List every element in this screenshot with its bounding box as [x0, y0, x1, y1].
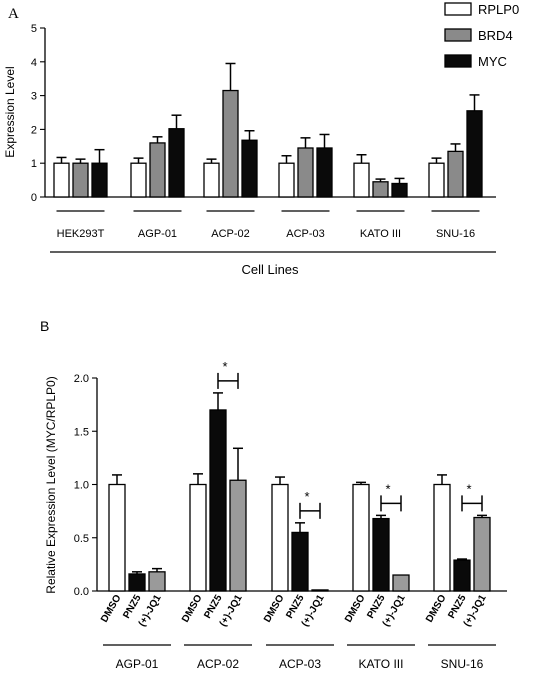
a-bar — [466, 110, 483, 198]
b-bar-label: DMSO — [99, 593, 124, 625]
b-group-label: KATO III — [359, 657, 404, 671]
b-bar — [453, 559, 471, 592]
a-bar — [91, 162, 108, 198]
b-bar — [352, 483, 370, 592]
a-category-label: AGP-01 — [138, 228, 177, 240]
a-legend-swatch — [444, 28, 472, 42]
a-y-tick-label: 1 — [31, 158, 37, 170]
b-significance-marker: * — [385, 481, 390, 496]
a-y-tick-label: 2 — [31, 124, 37, 136]
a-bar — [391, 182, 408, 198]
b-bar — [291, 531, 309, 592]
b-y-axis-title: Relative Expression Level (MYC/RPLP0) — [44, 376, 58, 593]
b-bar — [372, 517, 390, 592]
a-bar — [241, 139, 258, 198]
panel-a-chart: 0 1 2 3 4 5 Expression Level HEK293T AGP-01 ACP-0… — [3, 2, 519, 277]
b-group-label: ACP-02 — [197, 657, 239, 671]
a-category-label: HEK293T — [57, 228, 105, 240]
a-y-tick-label: 3 — [31, 91, 37, 103]
a-bar — [447, 150, 464, 198]
b-y-tick-label: 0.0 — [74, 586, 89, 598]
b-significance-marker: * — [466, 481, 471, 496]
b-bar-label: DMSO — [262, 593, 287, 625]
b-group-label: AGP-01 — [116, 657, 159, 671]
a-x-axis-title: Cell Lines — [241, 262, 299, 277]
b-bar — [189, 483, 207, 592]
b-bar — [271, 483, 289, 592]
a-bar — [428, 162, 445, 198]
a-legend-swatch — [444, 2, 472, 16]
b-y-tick-label: 1.5 — [74, 426, 89, 438]
b-bar — [128, 573, 146, 592]
a-bar — [149, 142, 166, 198]
a-bar — [353, 162, 370, 198]
a-y-axis-title: Expression Level — [3, 66, 17, 157]
a-bar — [278, 162, 295, 198]
a-legend-label: RPLP0 — [478, 2, 519, 17]
a-bar — [316, 147, 333, 198]
a-legend-label: MYC — [478, 54, 507, 69]
a-bar — [203, 162, 220, 198]
a-category-label: ACP-02 — [211, 228, 250, 240]
b-y-tick-label: 1.0 — [74, 480, 89, 492]
b-bar — [229, 479, 247, 592]
b-group-label: SNU-16 — [441, 657, 484, 671]
b-group-label: ACP-03 — [279, 657, 321, 671]
panel-b-chart: 0.0 0.5 1.0 1.5 2.0 Relative Expression Level… — [44, 359, 507, 671]
a-bar — [130, 162, 147, 198]
b-y-tick-label: 2.0 — [74, 373, 89, 385]
b-bar — [209, 409, 227, 592]
b-significance-marker: * — [222, 359, 227, 374]
a-bar — [297, 147, 314, 198]
a-y-tick-label: 4 — [31, 57, 37, 69]
b-bar — [473, 516, 491, 592]
b-bar-label: DMSO — [343, 593, 368, 625]
a-y-tick-label: 5 — [31, 23, 37, 35]
a-y-tick-label: 0 — [31, 192, 37, 204]
a-category-label: KATO III — [360, 228, 401, 240]
a-bar — [222, 89, 239, 198]
b-bar-label: DMSO — [424, 593, 449, 625]
a-bar — [53, 162, 70, 198]
panel-b-label: B — [40, 318, 49, 334]
b-bar — [311, 589, 329, 592]
a-bar — [72, 162, 89, 198]
b-bar-label: DMSO — [180, 593, 205, 625]
b-y-tick-label: 0.5 — [74, 533, 89, 545]
a-bar — [168, 128, 185, 198]
b-significance-marker: * — [304, 489, 309, 504]
a-category-label: ACP-03 — [286, 228, 325, 240]
a-legend-swatch — [444, 54, 472, 68]
a-bar — [372, 181, 389, 198]
a-category-label: SNU-16 — [436, 228, 475, 240]
a-legend-label: BRD4 — [478, 28, 513, 43]
b-bar — [433, 483, 451, 592]
panel-a-label: A — [8, 6, 19, 22]
b-bar — [148, 571, 166, 592]
b-bar — [108, 483, 126, 592]
b-bar — [392, 574, 410, 592]
